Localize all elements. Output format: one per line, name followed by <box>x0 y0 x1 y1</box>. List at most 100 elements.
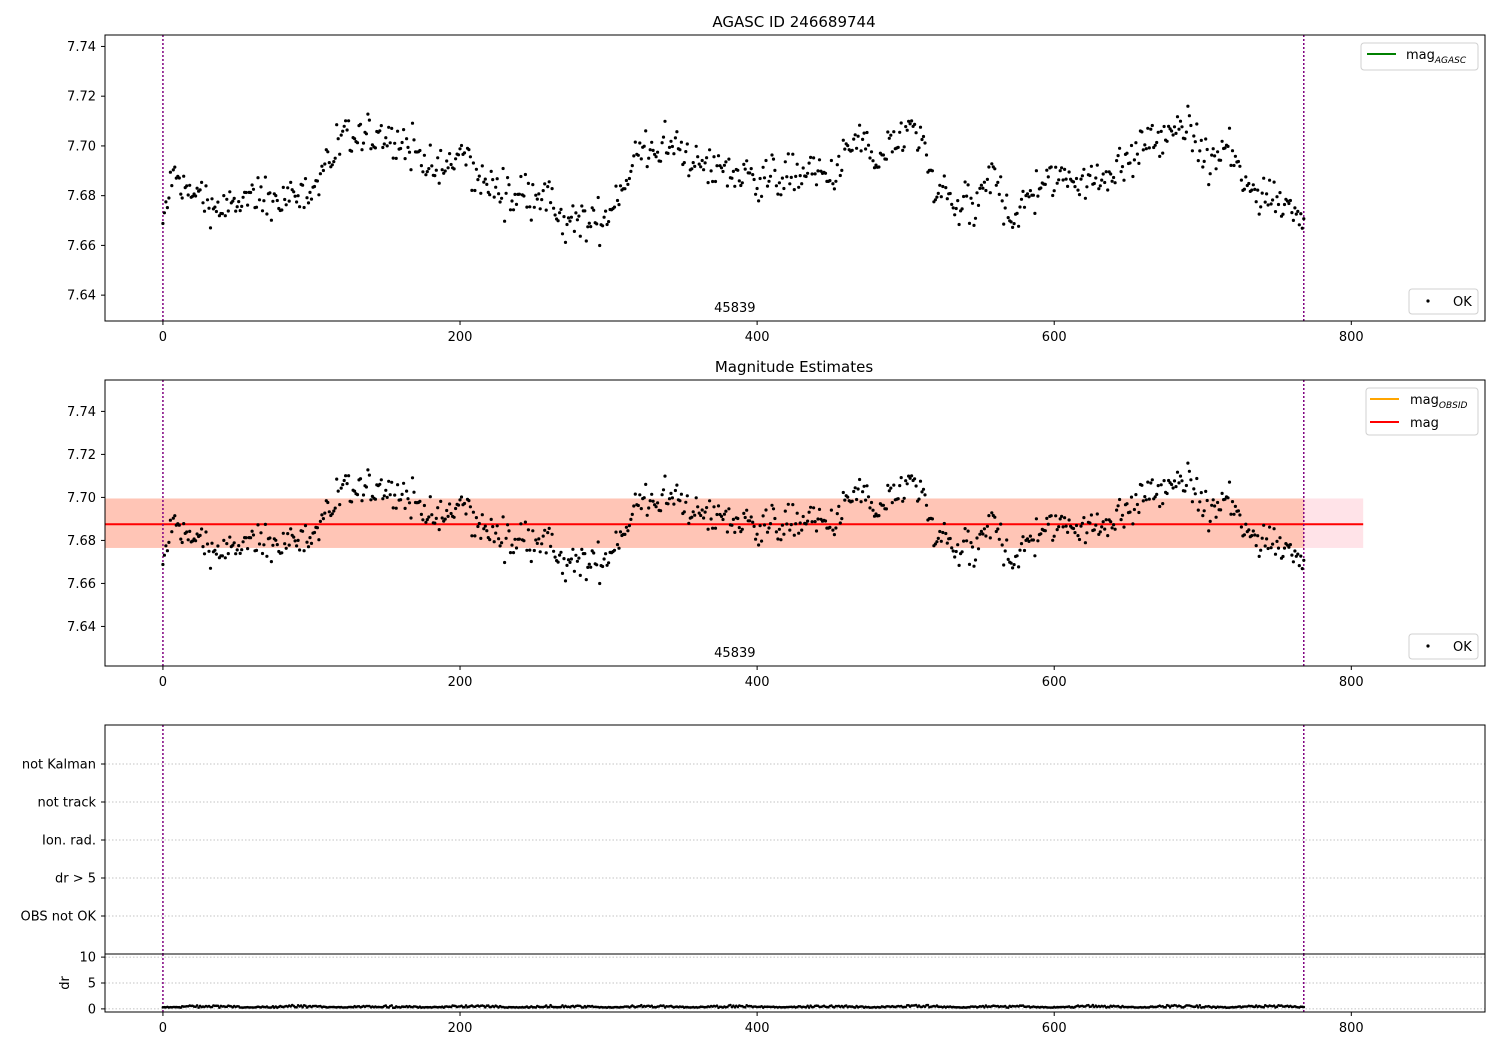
data-point <box>296 538 300 543</box>
data-point <box>568 560 572 565</box>
data-point <box>241 195 245 199</box>
data-point <box>586 565 590 570</box>
estimates-ok-points <box>161 461 1306 586</box>
data-point <box>831 182 835 186</box>
data-point <box>336 489 340 493</box>
data-point <box>1009 220 1013 224</box>
data-point <box>347 474 351 478</box>
data-point <box>467 499 471 503</box>
data-point <box>1147 497 1151 501</box>
data-point <box>513 192 517 196</box>
data-point <box>562 215 566 219</box>
dr-points <box>161 1003 1306 1009</box>
y-tick-label: 7.72 <box>67 448 96 463</box>
data-point <box>727 157 731 161</box>
data-point <box>1118 497 1122 502</box>
data-point <box>994 529 998 534</box>
data-point <box>1031 538 1035 542</box>
data-point <box>1115 508 1119 512</box>
data-point <box>941 530 945 535</box>
data-point <box>1113 181 1117 185</box>
data-point <box>373 497 377 501</box>
data-point <box>782 532 786 536</box>
dr-x-ticks: 0 200 400 600 800 <box>159 1012 1364 1036</box>
data-point <box>773 168 777 172</box>
data-point <box>871 508 875 512</box>
data-point <box>809 155 813 159</box>
data-point <box>617 203 621 207</box>
data-point <box>577 214 581 218</box>
data-point <box>1208 519 1212 524</box>
data-point <box>208 226 213 230</box>
data-point <box>1229 163 1233 167</box>
data-point <box>503 560 507 565</box>
data-point <box>560 232 565 236</box>
data-point <box>462 151 467 155</box>
data-point <box>1118 146 1122 150</box>
data-point <box>1000 199 1004 203</box>
data-point <box>275 198 279 203</box>
data-point <box>246 547 250 551</box>
data-point <box>944 531 948 536</box>
data-point <box>1230 149 1235 153</box>
agasc-title: AGASC ID 246689744 <box>712 13 875 31</box>
y-tick-label: 7.66 <box>67 577 96 592</box>
data-point <box>476 178 480 182</box>
data-point <box>436 506 440 510</box>
data-point <box>510 543 514 547</box>
data-point <box>1003 549 1007 553</box>
data-point <box>1077 537 1082 542</box>
data-point <box>715 512 719 517</box>
data-point <box>464 512 468 516</box>
data-point <box>207 206 211 210</box>
data-point <box>715 164 719 168</box>
data-point <box>500 196 504 200</box>
data-point <box>1207 183 1211 187</box>
data-point <box>1290 553 1294 557</box>
data-point <box>1045 168 1049 172</box>
data-point <box>760 194 764 198</box>
data-point <box>302 205 306 210</box>
data-point <box>1269 546 1273 550</box>
data-point <box>892 130 896 134</box>
data-point <box>1063 516 1067 520</box>
data-point <box>531 183 535 187</box>
data-point <box>1039 186 1043 190</box>
data-point <box>1063 167 1067 171</box>
data-point <box>881 153 886 157</box>
data-point <box>843 498 847 502</box>
obsid-legend-main: mag <box>1410 393 1439 408</box>
data-point <box>866 495 871 499</box>
data-point <box>263 522 267 527</box>
data-point <box>752 177 756 182</box>
data-point <box>651 499 655 503</box>
data-point <box>948 536 952 541</box>
data-point <box>256 523 260 527</box>
data-point <box>859 149 863 153</box>
data-point <box>228 190 232 194</box>
data-point <box>1131 174 1135 179</box>
data-point <box>385 495 389 499</box>
data-point <box>721 517 725 522</box>
data-point <box>485 529 489 533</box>
data-point <box>1201 514 1205 518</box>
data-point <box>629 517 633 522</box>
data-point <box>194 194 198 198</box>
data-point <box>807 510 811 514</box>
data-point <box>612 205 617 209</box>
data-point <box>583 209 587 213</box>
data-point <box>1019 197 1024 201</box>
data-point <box>1003 206 1007 210</box>
data-point <box>829 158 834 163</box>
data-point <box>788 182 792 186</box>
data-point <box>1251 183 1255 187</box>
data-point <box>1106 534 1110 538</box>
data-point <box>578 573 582 578</box>
data-point <box>350 149 354 153</box>
data-point <box>864 147 868 151</box>
data-point <box>257 198 262 202</box>
data-point <box>630 164 634 168</box>
data-point <box>246 203 250 207</box>
magnitude-estimates-title: Magnitude Estimates <box>715 358 873 376</box>
data-point <box>645 165 649 169</box>
